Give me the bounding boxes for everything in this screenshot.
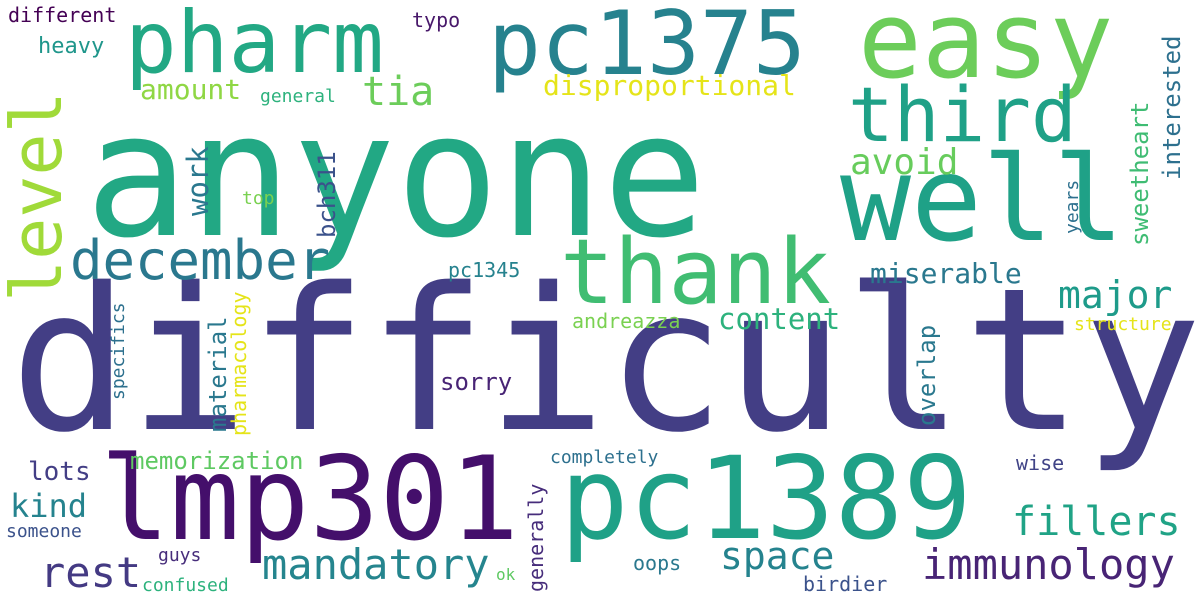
word-avoid: avoid bbox=[850, 142, 959, 183]
word-kind: kind bbox=[10, 487, 88, 525]
word-ok: ok bbox=[496, 565, 516, 584]
word-pc1375: pc1375 bbox=[488, 0, 806, 95]
word-immunology: immunology bbox=[922, 540, 1175, 589]
word-december: december bbox=[70, 229, 331, 292]
word-mandatory: mandatory bbox=[262, 540, 490, 589]
word-oops: oops bbox=[633, 551, 682, 575]
word-well: well bbox=[840, 130, 1125, 268]
word-specifics: specifics bbox=[108, 302, 129, 400]
word-memorization: memorization bbox=[130, 447, 304, 475]
word-structure: structure bbox=[1074, 314, 1172, 335]
word-fillers: fillers bbox=[1012, 499, 1181, 545]
word-amount: amount bbox=[140, 73, 242, 106]
word-general: general bbox=[260, 86, 336, 107]
word-level: level bbox=[0, 91, 78, 302]
word-andreazza: andreazza bbox=[572, 309, 681, 333]
word-heavy: heavy bbox=[38, 34, 105, 59]
word-work: work bbox=[181, 146, 215, 216]
word-tia: tia bbox=[362, 69, 435, 115]
word-interested: interested bbox=[1158, 35, 1186, 181]
word-someone: someone bbox=[6, 521, 82, 542]
word-third: third bbox=[848, 70, 1077, 159]
word-space: space bbox=[720, 534, 835, 578]
word-miserable: miserable bbox=[870, 257, 1022, 290]
word-easy: easy bbox=[858, 0, 1114, 102]
word-confused: confused bbox=[142, 575, 229, 596]
word-difficulty: difficulty bbox=[10, 245, 1200, 476]
word-birdier: birdier bbox=[803, 572, 888, 596]
word-disproportional: disproportional bbox=[543, 69, 796, 102]
word-sweetheart: sweetheart bbox=[1126, 101, 1154, 247]
word-typo: typo bbox=[412, 8, 461, 32]
word-years: years bbox=[1062, 179, 1083, 234]
word-overlap: overlap bbox=[913, 324, 941, 426]
word-different: different bbox=[8, 3, 117, 27]
word-top: top bbox=[242, 188, 275, 209]
word-thank: thank bbox=[560, 220, 831, 325]
word-guys: guys bbox=[158, 545, 202, 566]
word-wise: wise bbox=[1016, 451, 1065, 475]
word-completely: completely bbox=[550, 447, 659, 468]
word-lots: lots bbox=[28, 457, 91, 487]
word-anyone: anyone bbox=[85, 75, 707, 276]
word-content: content bbox=[718, 302, 841, 336]
word-pharm: pharm bbox=[125, 0, 384, 93]
word-pc1345: pc1345 bbox=[448, 258, 521, 282]
word-bch311: bch311 bbox=[313, 151, 341, 238]
word-lmp301: lmp301 bbox=[100, 432, 520, 567]
word-sorry: sorry bbox=[440, 368, 513, 396]
word-pharmacology: pharmacology bbox=[227, 291, 251, 437]
word-major: major bbox=[1058, 273, 1173, 317]
word-generally: generally bbox=[524, 483, 548, 592]
word-rest: rest bbox=[40, 548, 142, 597]
word-pc1389: pc1389 bbox=[560, 432, 972, 565]
